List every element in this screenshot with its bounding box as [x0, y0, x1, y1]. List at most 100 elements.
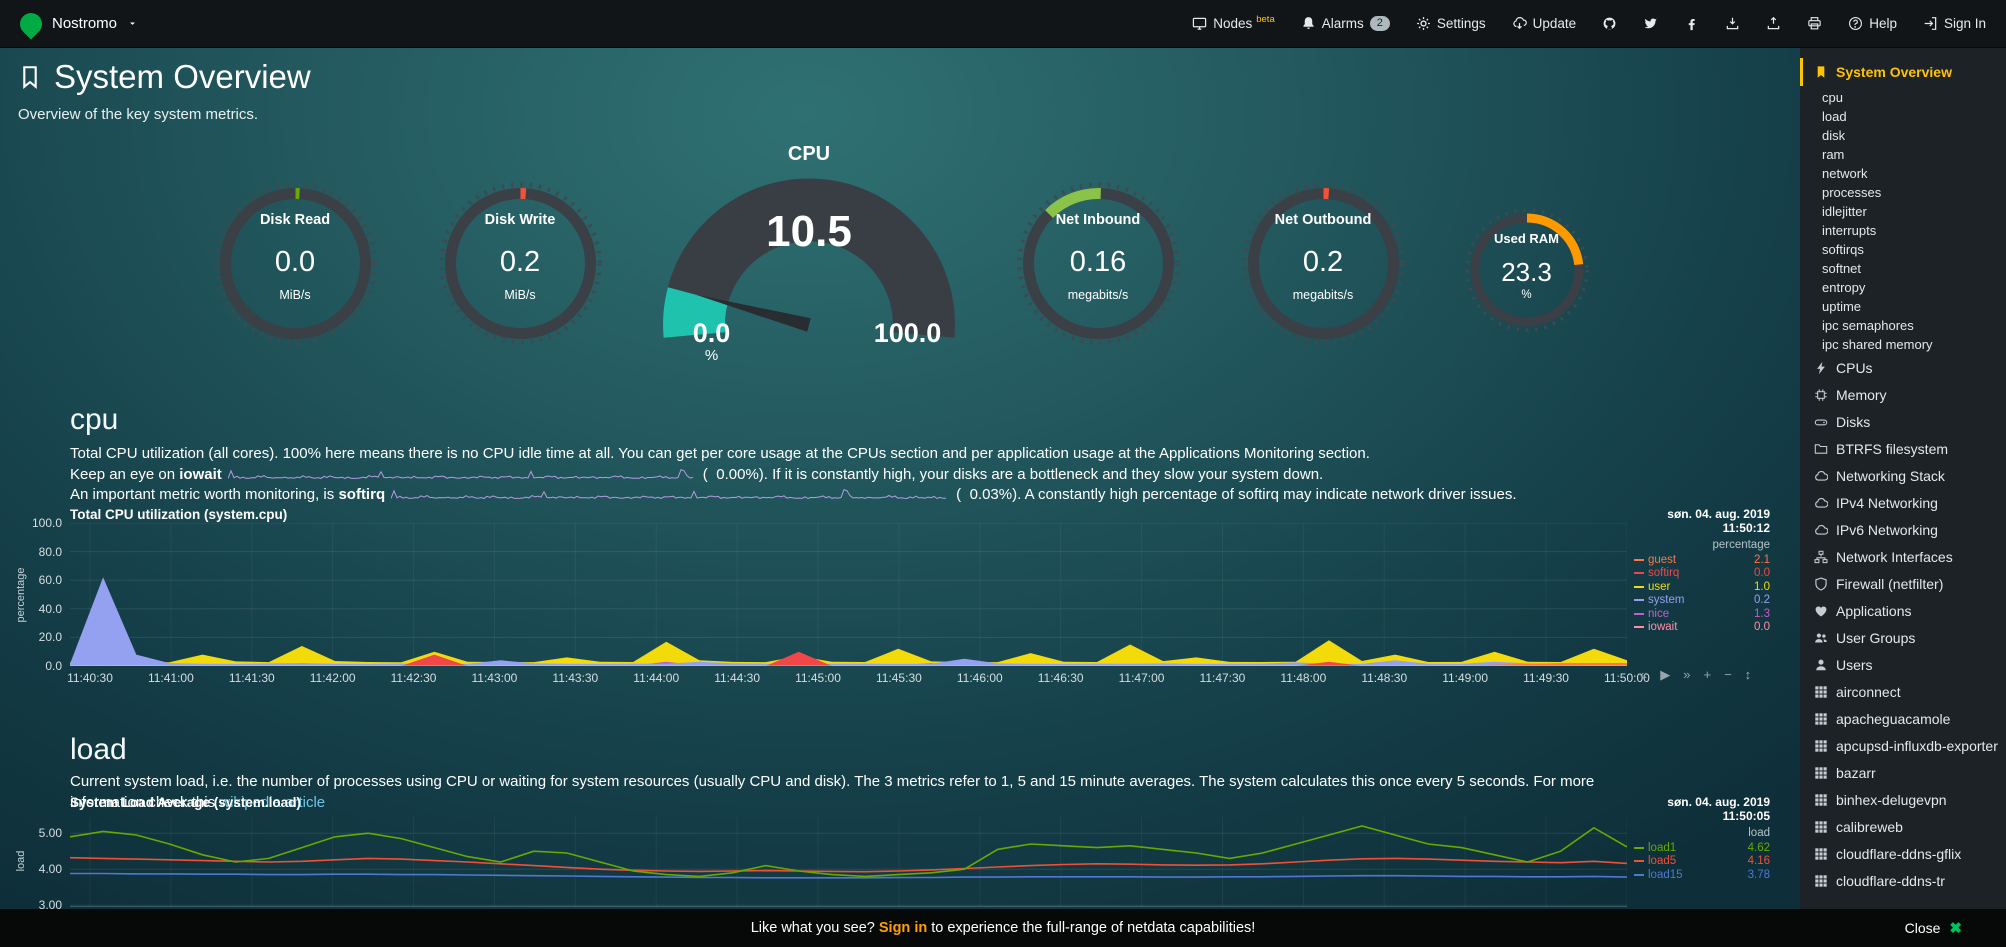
cpu-chart-plot[interactable] — [70, 523, 1627, 666]
x-tick-label: 11:47:00 — [1118, 671, 1165, 685]
load-chart-date[interactable]: søn. 04. aug. 2019 — [1667, 795, 1770, 809]
gauge-unit: MiB/s — [279, 288, 311, 303]
sidebar-item-label: System Overview — [1836, 64, 1952, 80]
chart-zoom-out-icon[interactable]: − — [1724, 667, 1732, 682]
nav-github[interactable] — [1602, 16, 1617, 31]
legend-value: 4.16 — [1747, 855, 1770, 868]
sidebar-item-ipc-shared-memory[interactable]: ipc shared memory — [1800, 335, 2002, 354]
sidebar-item-network-interfaces[interactable]: Network Interfaces — [1800, 543, 2002, 570]
legend-item-softirq[interactable]: softirq 0.0 — [1634, 567, 1770, 581]
nav-settings[interactable]: Settings — [1416, 16, 1486, 31]
sidebar-item-softnet[interactable]: softnet — [1800, 259, 2002, 278]
chart-play-icon[interactable]: ▶ — [1660, 667, 1671, 682]
cpu-desc-line3-bold: softirq — [338, 486, 386, 503]
sidebar-item-network[interactable]: network — [1800, 164, 2002, 183]
banner-signin-link[interactable]: Sign in — [878, 920, 928, 936]
sidebar-item-uptime[interactable]: uptime — [1800, 297, 2002, 316]
sidebar-item-cloudflare-ddns-tr[interactable]: cloudflare-ddns-tr — [1800, 867, 2002, 894]
nav-upload[interactable] — [1766, 16, 1781, 31]
nav-print[interactable] — [1807, 16, 1822, 31]
sidebar-item-idlejitter[interactable]: idlejitter — [1800, 202, 2002, 221]
sidebar-item-users[interactable]: Users — [1800, 651, 2002, 678]
nav-nodes[interactable]: Nodes beta — [1192, 14, 1275, 31]
sidebar-item-airconnect[interactable]: airconnect — [1800, 678, 2002, 705]
sidebar-item-cpu[interactable]: cpu — [1800, 88, 2002, 107]
sidebar-item-apcupsd-influxdb-exporter[interactable]: apcupsd-influxdb-exporter — [1800, 732, 2002, 759]
cloud-icon — [1814, 496, 1828, 510]
legend-item-user[interactable]: user 1.0 — [1634, 580, 1770, 594]
sidebar-item-binhex-delugevpn[interactable]: binhex-delugevpn — [1800, 786, 2002, 813]
sidebar-item-label: Applications — [1836, 602, 1912, 619]
question-icon — [1848, 16, 1863, 31]
cpu-chart-date[interactable]: søn. 04. aug. 2019 — [1667, 507, 1770, 521]
sidebar-item-processes[interactable]: processes — [1800, 183, 2002, 202]
sidebar-item-ram[interactable]: ram — [1800, 145, 2002, 164]
gauge-net-inbound[interactable]: Net Inbound 0.16 megabits/s — [1010, 175, 1187, 352]
chart-zoom-in-icon[interactable]: + — [1703, 667, 1712, 682]
node-selector[interactable]: Nostromo — [15, 7, 138, 40]
sidebar-item-firewall-netfilter[interactable]: Firewall (netfilter) — [1800, 570, 2002, 597]
gauge-used-ram[interactable]: Used RAM 23.3% — [1460, 203, 1594, 337]
legend-item-nice[interactable]: nice 1.3 — [1634, 607, 1770, 621]
gauge-disk-read[interactable]: Disk Read 0.0 MiB/s — [207, 175, 384, 352]
sidebar-item-label: softirqs — [1822, 242, 1864, 257]
gauge-net-outbound[interactable]: Net Outbound 0.2 megabits/s — [1235, 175, 1412, 352]
nav-help[interactable]: Help — [1848, 16, 1897, 31]
gauge-cpu[interactable]: CPU 10.5 0.0 100.0% — [657, 143, 962, 367]
sidebar-item-system-overview[interactable]: System Overview — [1800, 58, 2002, 86]
sidebar-item-softirqs[interactable]: softirqs — [1800, 240, 2002, 259]
wikipedia-article-link[interactable]: wikipedia article — [219, 793, 326, 811]
gear-icon — [1416, 16, 1431, 31]
cpu-desc-line2-pre: Keep an eye on — [70, 465, 180, 483]
legend-name: load1 — [1648, 841, 1677, 854]
nav-alarms[interactable]: Alarms 2 — [1301, 16, 1390, 31]
sidebar-item-entropy[interactable]: entropy — [1800, 278, 2002, 297]
sidebar-item-disks[interactable]: Disks — [1800, 408, 2002, 435]
softirq-sparkline[interactable] — [390, 488, 948, 501]
y-tick-label: 0.0 — [45, 659, 62, 673]
legend-item-load5[interactable]: load5 4.16 — [1634, 855, 1770, 869]
gauge-unit: % — [1521, 288, 1532, 301]
sidebar-item-disk[interactable]: disk — [1800, 126, 2002, 145]
cpu-desc-line1: Total CPU utilization (all cores). 100% … — [70, 445, 1370, 462]
sidebar-item-bazarr[interactable]: bazarr — [1800, 759, 2002, 786]
sidebar-item-ipv4-networking[interactable]: IPv4 Networking — [1800, 489, 2002, 516]
sidebar-item-interrupts[interactable]: interrupts — [1800, 221, 2002, 240]
iowait-sparkline[interactable] — [227, 468, 695, 481]
nav-facebook[interactable] — [1684, 16, 1699, 31]
sidebar-item-ipv6-networking[interactable]: IPv6 Networking — [1800, 516, 2002, 543]
sidebar-item-calibreweb[interactable]: calibreweb — [1800, 813, 2002, 840]
chart-fast-forward-icon[interactable]: » — [1683, 667, 1691, 682]
gauge-disk-write[interactable]: Disk Write 0.2 MiB/s — [432, 175, 609, 352]
cpu-chart-toolbar: « ▶ » + − ↕ — [1640, 667, 1751, 683]
load-chart-time[interactable]: 11:50:05 — [1722, 809, 1770, 823]
sidebar-item-ipc-semaphores[interactable]: ipc semaphores — [1800, 316, 2002, 335]
sidebar-item-cpus[interactable]: CPUs — [1800, 354, 2002, 381]
cpu-chart-time[interactable]: 11:50:12 — [1722, 521, 1770, 535]
sidebar-item-btrfs-filesystem[interactable]: BTRFS filesystem — [1800, 435, 2002, 462]
sidebar-item-memory[interactable]: Memory — [1800, 381, 2002, 408]
legend-item-guest[interactable]: guest 2.1 — [1634, 553, 1770, 567]
legend-item-load15[interactable]: load15 3.78 — [1634, 868, 1770, 882]
sidebar-item-applications[interactable]: Applications — [1800, 597, 2002, 624]
sidebar-item-user-groups[interactable]: User Groups — [1800, 624, 2002, 651]
legend-item-iowait[interactable]: iowait 0.0 — [1634, 621, 1770, 635]
legend-swatch — [1634, 846, 1644, 849]
sidebar-item-label: IPv6 Networking — [1836, 521, 1938, 538]
load-chart-plot[interactable] — [70, 817, 1627, 907]
nav-signin[interactable]: Sign In — [1923, 16, 1986, 31]
y-tick-label: 80.0 — [38, 544, 62, 559]
sidebar-item-networking-stack[interactable]: Networking Stack — [1800, 462, 2002, 489]
sidebar-item-cloudflare-ddns-gflix[interactable]: cloudflare-ddns-gflix — [1800, 840, 2002, 867]
legend-item-load1[interactable]: load1 4.62 — [1634, 841, 1770, 855]
chart-rewind-icon[interactable]: « — [1640, 667, 1648, 682]
nav-download[interactable] — [1725, 16, 1740, 31]
sidebar-item-apacheguacamole[interactable]: apacheguacamole — [1800, 705, 2002, 732]
nav-update[interactable]: Update — [1512, 16, 1576, 31]
nav-twitter[interactable] — [1643, 16, 1658, 31]
sidebar-item-load[interactable]: load — [1800, 107, 2002, 126]
cpu-desc-line2-bold: iowait — [179, 465, 222, 483]
banner-close-button[interactable]: Close ✖ — [1905, 919, 1962, 937]
legend-item-system[interactable]: system 0.2 — [1634, 594, 1770, 608]
chart-resize-icon[interactable]: ↕ — [1744, 667, 1752, 682]
